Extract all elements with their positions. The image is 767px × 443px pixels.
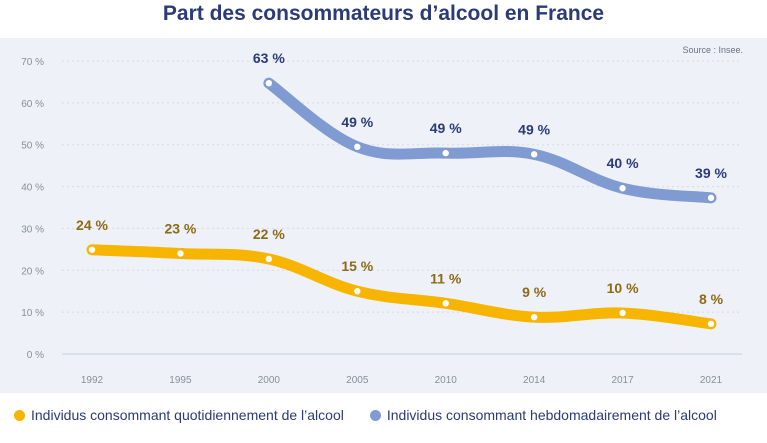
y-tick-label: 60 % <box>21 99 44 110</box>
legend-label: Individus consommant quotidiennement de … <box>31 407 344 423</box>
chart-title: Part des consommateurs d’alcool en Franc… <box>162 2 605 25</box>
x-tick-label: 1992 <box>81 375 104 386</box>
data-point-weekly <box>619 185 626 192</box>
data-label-weekly: 40 % <box>607 155 639 171</box>
legend: Individus consommant quotidiennement de … <box>14 407 754 423</box>
data-label-daily: 23 % <box>164 221 196 237</box>
data-point-weekly <box>442 149 449 157</box>
y-tick-label: 50 % <box>21 141 44 152</box>
legend-label: Individus consommant hebdomadairement de… <box>386 407 717 423</box>
y-tick-label: 40 % <box>21 183 44 194</box>
data-label-daily: 10 % <box>607 280 639 296</box>
y-tick-label: 0 % <box>27 350 44 361</box>
data-label-daily: 11 % <box>430 270 462 286</box>
data-label-daily: 9 % <box>522 284 547 300</box>
y-tick-label: 70 % <box>21 57 44 68</box>
x-tick-label: 2005 <box>346 375 369 386</box>
x-tick-label: 2021 <box>700 375 723 386</box>
data-point-weekly <box>530 151 538 158</box>
data-label-daily: 8 % <box>699 291 724 307</box>
x-tick-label: 2017 <box>611 375 634 386</box>
data-point-weekly <box>707 194 715 202</box>
x-tick-label: 2010 <box>435 375 458 386</box>
legend-swatch <box>14 409 25 421</box>
data-point-daily <box>354 288 361 295</box>
data-point-daily <box>530 313 538 321</box>
data-point-daily <box>88 246 96 253</box>
data-point-daily <box>707 320 715 328</box>
legend-item-daily: Individus consommant quotidiennement de … <box>14 407 344 423</box>
data-point-daily <box>177 250 184 257</box>
data-label-daily: 15 % <box>341 258 373 274</box>
y-tick-label: 10 % <box>21 308 44 319</box>
series-line-weekly <box>263 77 717 204</box>
plot-panel <box>0 38 767 393</box>
data-point-weekly <box>265 79 273 87</box>
data-label-weekly: 63 % <box>253 50 285 66</box>
x-tick-label: 2014 <box>523 375 546 386</box>
data-point-daily <box>442 300 449 307</box>
x-tick-label: 2000 <box>258 375 281 386</box>
y-tick-label: 30 % <box>21 224 44 235</box>
data-label-weekly: 39 % <box>695 165 727 181</box>
data-label-daily: 22 % <box>253 226 285 242</box>
data-point-weekly <box>354 143 361 151</box>
x-tick-label: 1995 <box>169 375 192 386</box>
y-tick-label: 20 % <box>21 266 44 277</box>
data-label-weekly: 49 % <box>341 114 373 130</box>
data-label-daily: 24 % <box>76 217 108 233</box>
source-note: Source : Insee. <box>682 45 743 55</box>
data-point-daily <box>619 309 626 317</box>
data-point-daily <box>265 255 273 263</box>
line-chart: 0 % 10 % 20 % 30 % 40 % 50 % 60 % 70 % 1992 1995 2… <box>21 50 742 386</box>
data-label-weekly: 49 % <box>430 120 462 136</box>
legend-swatch <box>369 409 381 421</box>
series-line-daily <box>86 244 717 330</box>
data-label-weekly: 49 % <box>518 121 550 137</box>
legend-item-weekly: Individus consommant hebdomadairement de… <box>369 407 717 423</box>
